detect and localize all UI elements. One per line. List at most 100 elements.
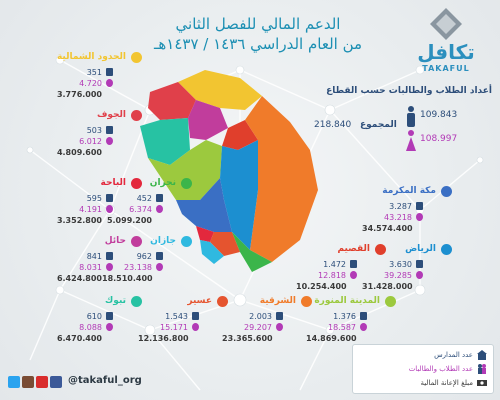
region-schools: 1.472 (323, 260, 346, 269)
region-name: الباحة (100, 178, 126, 188)
map-region-jazan[interactable] (200, 240, 224, 264)
region-dot-icon (217, 296, 228, 307)
students-icon (106, 205, 113, 213)
students-icon (106, 323, 113, 331)
region-schools: 1.543 (165, 312, 188, 321)
students-icon (276, 323, 283, 331)
region-dot-icon (131, 236, 142, 247)
map-region-jouf[interactable] (148, 82, 196, 120)
region-amount: 4.809.600 (56, 148, 102, 157)
school-icon (106, 68, 113, 76)
region-name: تبوك (105, 296, 126, 306)
students-icon (192, 323, 199, 331)
students-icon (156, 205, 163, 213)
region-name: نجران (149, 178, 176, 188)
region-schools: 3.630 (389, 260, 412, 269)
facebook-icon[interactable] (50, 376, 62, 388)
school-icon (106, 194, 113, 202)
map-region-northern[interactable] (178, 70, 262, 110)
region-name: الحدود الشمالية (56, 52, 126, 62)
region-amount: 3.776.000 (56, 90, 102, 99)
region-block-tabuk: تبوك 610 8.088 6.470.400 (57, 296, 142, 352)
school-icon (416, 260, 423, 268)
logo-english-text: TAKAFUL (422, 64, 470, 73)
region-students: 8.088 (79, 323, 102, 332)
region-block-northern: الحدود الشمالية 351 4.720 3.776.000 (57, 52, 142, 108)
students-icon (416, 271, 423, 279)
school-icon (477, 350, 487, 360)
title-line-1: الدعم المالي للفصل الثاني (175, 15, 341, 33)
male-total: 109.843 (420, 110, 458, 120)
region-dot-icon (181, 236, 192, 247)
region-dot-icon (131, 178, 142, 189)
female-total: 108.997 (420, 134, 458, 144)
region-block-jouf: الجوف 503 6.012 4.809.600 (57, 110, 142, 166)
map-region-hail[interactable] (188, 100, 228, 140)
school-icon (106, 312, 113, 320)
map-region-qassim[interactable] (222, 120, 258, 150)
students-icon (156, 263, 163, 271)
region-schools: 1.376 (333, 312, 356, 321)
region-block-riyadh: الرياض 3.630 39.285 31.428.000 (362, 244, 452, 300)
region-block-asir: عسير 1.543 15.171 12.136.800 (138, 296, 228, 352)
region-amount: 10.254.400 (296, 282, 347, 291)
region-name: جازان (150, 236, 176, 246)
school-icon (106, 126, 113, 134)
takaful-logo: تكافل TAKAFUL (392, 6, 492, 76)
map-region-eastern[interactable] (245, 96, 318, 262)
region-students: 23.138 (124, 263, 152, 272)
legend-schools: عدد المدارس (434, 351, 473, 359)
diamond-logo-icon (430, 8, 462, 40)
region-amount: 18.510.400 (102, 274, 153, 283)
region-schools: 503 (86, 126, 102, 135)
map-region-makkah[interactable] (176, 178, 232, 232)
region-amount: 31.428.000 (362, 282, 413, 291)
region-schools: 2.003 (249, 312, 272, 321)
twitter-icon[interactable] (8, 376, 20, 388)
region-students: 29.207 (244, 323, 272, 332)
region-students: 4.191 (79, 205, 102, 214)
region-block-hail: حائل 841 8.031 6.424.800 (57, 236, 142, 292)
region-dot-icon (131, 296, 142, 307)
school-icon (192, 312, 199, 320)
region-name: القصيم (337, 244, 370, 254)
region-block-qassim: القصيم 1.472 12.818 10.254.400 (296, 244, 386, 300)
total-value: 218.840 (314, 120, 352, 130)
legend: عدد المدارس عدد الطلاب والطالبات مبلغ ال… (352, 344, 494, 394)
map-region-riyadh[interactable] (220, 140, 258, 250)
map-region-asir[interactable] (210, 232, 240, 256)
region-schools: 962 (136, 252, 152, 261)
total-label: المجموع (360, 120, 397, 130)
students-icon (350, 271, 357, 279)
students-icon (106, 263, 113, 271)
social-handle[interactable]: @takaful_org (68, 375, 142, 386)
page-title: الدعم المالي للفصل الثاني من العام الدرا… (140, 14, 376, 54)
map-region-tabuk[interactable] (140, 118, 190, 165)
region-students: 6.374 (129, 205, 152, 214)
legend-amount: مبلغ الإعانة المالية (420, 379, 473, 387)
region-amount: 14.869.600 (306, 334, 357, 343)
region-students: 39.285 (384, 271, 412, 280)
region-block-jazan: جازان 962 23.138 18.510.400 (102, 236, 192, 292)
school-icon (156, 252, 163, 260)
students-icon (106, 79, 113, 87)
map-region-najran[interactable] (232, 232, 272, 272)
map-region-baha[interactable] (196, 226, 214, 242)
region-dot-icon (181, 178, 192, 189)
region-dot-icon (301, 296, 312, 307)
school-icon (350, 260, 357, 268)
region-amount: 5.099.200 (106, 216, 152, 225)
region-name: الرياض (405, 244, 436, 254)
map-region-madinah[interactable] (148, 140, 222, 200)
money-icon (477, 380, 487, 386)
region-block-baha: الباحة 595 4.191 3.352.800 (57, 178, 142, 234)
region-amount: 34.574.400 (362, 224, 413, 233)
instagram-icon[interactable] (22, 376, 34, 388)
youtube-icon[interactable] (36, 376, 48, 388)
region-schools: 610 (86, 312, 102, 321)
region-students: 12.818 (318, 271, 346, 280)
region-amount: 23.365.600 (222, 334, 273, 343)
region-name: الجوف (96, 110, 126, 120)
region-schools: 595 (86, 194, 102, 203)
